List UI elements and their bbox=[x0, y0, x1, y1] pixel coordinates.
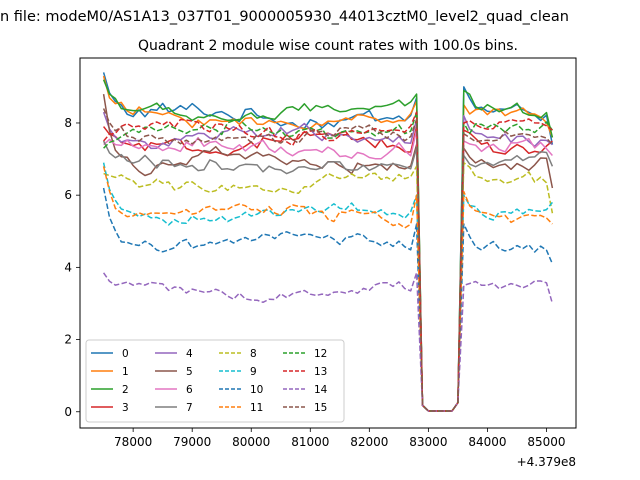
x-tick-label: 83000 bbox=[409, 435, 447, 449]
legend-label-0: 0 bbox=[122, 348, 129, 360]
legend-label-6: 6 bbox=[186, 384, 193, 396]
series-line-9 bbox=[102, 162, 553, 412]
x-offset-label: +4.379e8 bbox=[517, 455, 576, 469]
series-line-7 bbox=[102, 140, 554, 412]
legend-box bbox=[85, 339, 345, 423]
series-line-10 bbox=[102, 187, 554, 412]
legend-label-12: 12 bbox=[314, 348, 327, 360]
legend-label-1: 1 bbox=[122, 366, 129, 378]
chart-title: Quadrant 2 module wise count rates with … bbox=[138, 38, 518, 54]
y-tick-label: 8 bbox=[64, 116, 72, 130]
legend-label-14: 14 bbox=[314, 384, 328, 396]
legend-label-4: 4 bbox=[186, 348, 193, 360]
y-tick-label: 4 bbox=[64, 260, 72, 274]
x-tick-label: 80000 bbox=[232, 435, 270, 449]
y-tick-label: 2 bbox=[64, 333, 72, 347]
legend-label-5: 5 bbox=[186, 366, 193, 378]
plot-frame bbox=[79, 57, 577, 429]
x-tick-label: 84000 bbox=[468, 435, 506, 449]
series-line-1 bbox=[102, 75, 554, 412]
series-line-13 bbox=[103, 111, 553, 412]
legend-label-13: 13 bbox=[314, 366, 327, 378]
series-line-12 bbox=[103, 111, 554, 412]
legend-label-11: 11 bbox=[250, 402, 263, 414]
figure-suptitle: n file: modeM0/AS1A13_037T01_9000005930_… bbox=[0, 9, 569, 25]
series-line-6 bbox=[103, 129, 553, 412]
legend-label-9: 9 bbox=[250, 366, 257, 378]
legend-label-10: 10 bbox=[250, 384, 263, 396]
x-tick-label: 79000 bbox=[173, 435, 211, 449]
y-tick-label: 0 bbox=[64, 405, 72, 419]
series-line-11 bbox=[102, 166, 553, 412]
series-line-14 bbox=[102, 272, 554, 412]
legend-label-15: 15 bbox=[314, 402, 327, 414]
series-line-15 bbox=[102, 108, 553, 412]
series-line-2 bbox=[102, 79, 554, 412]
legend-label-2: 2 bbox=[122, 384, 129, 396]
x-tick-label: 82000 bbox=[350, 435, 388, 449]
y-axis: 0 2 4 6 8 bbox=[64, 116, 80, 419]
x-tick-label: 78000 bbox=[114, 435, 152, 449]
legend-label-3: 3 bbox=[122, 402, 129, 414]
series-line-4 bbox=[102, 111, 553, 412]
series-layer bbox=[102, 72, 554, 412]
legend-label-7: 7 bbox=[186, 402, 193, 414]
x-tick-label: 81000 bbox=[291, 435, 329, 449]
x-axis: 78000 79000 80000 81000 82000 83000 84000 85000 bbox=[114, 428, 566, 449]
y-tick-label: 6 bbox=[64, 188, 72, 202]
x-tick-label: 85000 bbox=[527, 435, 565, 449]
series-line-8 bbox=[103, 161, 554, 412]
legend-label-8: 8 bbox=[250, 348, 257, 360]
